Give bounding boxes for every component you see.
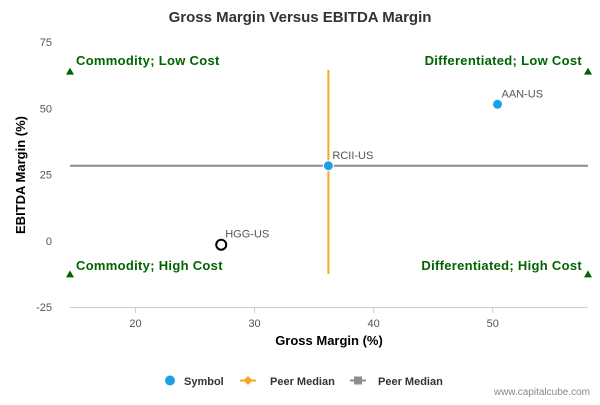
legend-marker-vline — [243, 376, 253, 385]
x-tick-label-0: 20 — [129, 318, 141, 330]
quadrant-label-bottom-right: Differentiated; High Cost — [421, 258, 582, 273]
legend-marker-symbol — [165, 375, 175, 386]
legend-label-1: Peer Median — [270, 376, 335, 388]
quadrant-marker-top-right — [584, 67, 592, 75]
data-label-rcii-us: RCII-US — [332, 150, 373, 162]
x-tick-label-2: 40 — [368, 318, 380, 330]
x-tick-label-3: 50 — [487, 318, 499, 330]
x-tick-label-1: 30 — [248, 318, 260, 330]
quadrant-label-bottom-left: Commodity; High Cost — [76, 258, 223, 273]
y-tick-label-4: -25 — [36, 302, 52, 314]
tick-labels: 20 30 40 50 75 50 25 0 -25 — [36, 37, 499, 330]
data-point-hgg-us — [215, 238, 228, 251]
quadrant-marker-top-left — [66, 67, 74, 75]
legend-label-0: Symbol — [184, 376, 224, 388]
data-label-hgg-us: HGG-US — [225, 229, 269, 241]
quadrant-label-top-right: Differentiated; Low Cost — [425, 53, 583, 68]
legend: Symbol Peer Median Peer Median — [165, 375, 443, 388]
y-tick-label-0: 75 — [40, 37, 52, 49]
data-point-rcii-us — [322, 160, 334, 172]
legend-marker-hline — [354, 376, 362, 385]
quadrant-label-top-left: Commodity; Low Cost — [76, 53, 220, 68]
x-axis-title: Gross Margin (%) — [275, 333, 383, 348]
axes — [70, 307, 588, 313]
legend-label-2: Peer Median — [378, 376, 443, 388]
y-tick-label-3: 0 — [46, 236, 52, 248]
credit-text: www.capitalcube.com — [493, 387, 590, 398]
data-label-aan-us: AAN-US — [501, 88, 543, 100]
data-point-aan-us — [491, 98, 503, 110]
quadrant-marker-bottom-right — [584, 270, 592, 278]
quadrant-marker-bottom-left — [66, 270, 74, 278]
y-axis-title: EBITDA Margin (%) — [13, 116, 28, 234]
data-points: AAN-US RCII-US HGG-US — [215, 88, 543, 251]
chart-title: Gross Margin Versus EBITDA Margin — [169, 9, 432, 26]
quadrant-labels: Commodity; Low Cost Differentiated; Low C… — [66, 53, 592, 278]
y-tick-label-2: 25 — [40, 170, 52, 182]
peer-median-lines — [70, 69, 588, 274]
y-tick-label-1: 50 — [40, 103, 52, 115]
